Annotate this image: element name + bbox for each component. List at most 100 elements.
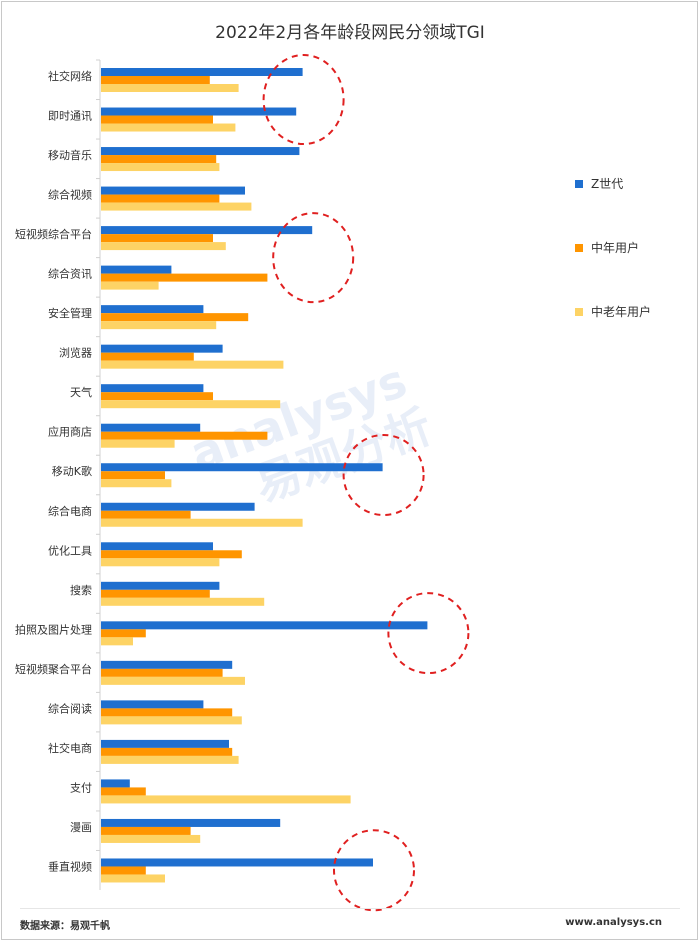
bar-z-gen	[101, 779, 130, 788]
bar-z-gen	[101, 186, 245, 195]
bar-middle-age	[101, 510, 191, 519]
category-label: 拍照及图片处理	[15, 622, 92, 636]
legend-swatch	[575, 308, 583, 316]
bar-middle-age	[101, 629, 146, 638]
bar-middle-age	[101, 352, 194, 361]
bar-elderly	[101, 518, 303, 527]
bar-middle-age	[101, 550, 242, 559]
bar-elderly	[101, 202, 252, 211]
category-label: 移动音乐	[48, 148, 92, 162]
footer-source: 数据来源：易观千帆	[20, 921, 110, 932]
bar-middle-age	[101, 313, 249, 322]
category-label: 优化工具	[48, 543, 92, 557]
bar-elderly	[101, 400, 281, 409]
legend-label: 中年用户	[591, 240, 639, 255]
category-label: 漫画	[70, 820, 92, 834]
bar-elderly	[101, 321, 217, 330]
bar-middle-age	[101, 155, 217, 164]
bar-elderly	[101, 360, 284, 369]
highlight-circle	[342, 434, 425, 516]
bar-middle-age	[101, 866, 146, 875]
bar-middle-age	[101, 431, 268, 440]
category-label: 支付	[70, 781, 92, 794]
bar-z-gen	[101, 463, 383, 472]
bar-elderly	[101, 755, 239, 764]
bar-elderly	[101, 558, 220, 567]
category-label: 综合电商	[48, 504, 92, 518]
bar-middle-age	[101, 273, 268, 282]
bar-z-gen	[101, 423, 201, 432]
bar-elderly	[101, 123, 236, 132]
bar-z-gen	[101, 700, 204, 709]
chart-title: 2022年2月各年龄段网民分领域TGI	[215, 23, 485, 43]
category-label: 搜索	[70, 583, 92, 597]
bar-z-gen	[101, 265, 172, 274]
category-label: 综合资讯	[48, 267, 92, 281]
bar-z-gen	[101, 147, 300, 156]
bar-z-gen	[101, 581, 220, 590]
legend-swatch	[575, 180, 583, 188]
bar-elderly	[101, 834, 201, 843]
bar-z-gen	[101, 305, 204, 314]
bar-z-gen	[101, 107, 297, 116]
category-label: 社交网络	[48, 69, 92, 83]
category-label: 短视频综合平台	[15, 227, 92, 241]
legend-label: 中老年用户	[591, 304, 651, 319]
category-label: 综合阅读	[48, 701, 92, 715]
bar-z-gen	[101, 384, 204, 393]
bar-middle-age	[101, 392, 213, 401]
bar-elderly	[101, 163, 220, 172]
bar-middle-age	[101, 589, 210, 598]
category-label: 天气	[70, 385, 92, 399]
bar-z-gen	[101, 226, 313, 235]
bar-elderly	[101, 637, 133, 646]
bar-z-gen	[101, 858, 373, 867]
bar-middle-age	[101, 234, 213, 243]
category-label: 应用商店	[48, 425, 92, 439]
category-label: 即时通讯	[48, 110, 92, 123]
category-label: 浏览器	[59, 346, 92, 360]
bar-middle-age	[101, 194, 220, 203]
category-label: 垂直视频	[48, 859, 92, 873]
bar-z-gen	[101, 344, 223, 353]
highlight-circle	[262, 54, 345, 146]
bar-elderly	[101, 439, 175, 448]
bar-z-gen	[101, 502, 255, 511]
legend-swatch	[575, 244, 583, 252]
bar-elderly	[101, 716, 242, 725]
bar-middle-age	[101, 668, 223, 677]
bar-middle-age	[101, 76, 210, 84]
bar-elderly	[101, 84, 239, 92]
bar-z-gen	[101, 660, 233, 669]
bar-middle-age	[101, 747, 233, 756]
bar-z-gen	[101, 621, 428, 630]
bar-middle-age	[101, 826, 191, 835]
footer-url: www.analysys.cn	[565, 917, 662, 928]
bar-elderly	[101, 874, 165, 883]
bar-middle-age	[101, 471, 165, 480]
bar-elderly	[101, 597, 265, 606]
bar-z-gen	[101, 818, 281, 827]
bar-z-gen	[101, 739, 229, 748]
category-label: 社交电商	[48, 741, 92, 755]
bar-elderly	[101, 281, 159, 290]
legend-label: Z世代	[591, 177, 623, 191]
category-label: 综合视频	[48, 188, 92, 202]
bar-z-gen	[101, 68, 303, 76]
highlight-circle	[333, 829, 415, 912]
bar-z-gen	[101, 542, 213, 551]
highlight-circle	[272, 212, 355, 304]
bar-elderly	[101, 795, 351, 804]
category-label: 移动K歌	[52, 464, 92, 478]
bar-middle-age	[101, 115, 213, 124]
bar-middle-age	[101, 708, 233, 717]
category-label: 安全管理	[48, 306, 92, 320]
footer-divider	[20, 908, 680, 909]
bar-elderly	[101, 242, 226, 251]
bar-middle-age	[101, 787, 146, 796]
bar-elderly	[101, 676, 245, 685]
category-label: 短视频聚合平台	[15, 662, 92, 676]
